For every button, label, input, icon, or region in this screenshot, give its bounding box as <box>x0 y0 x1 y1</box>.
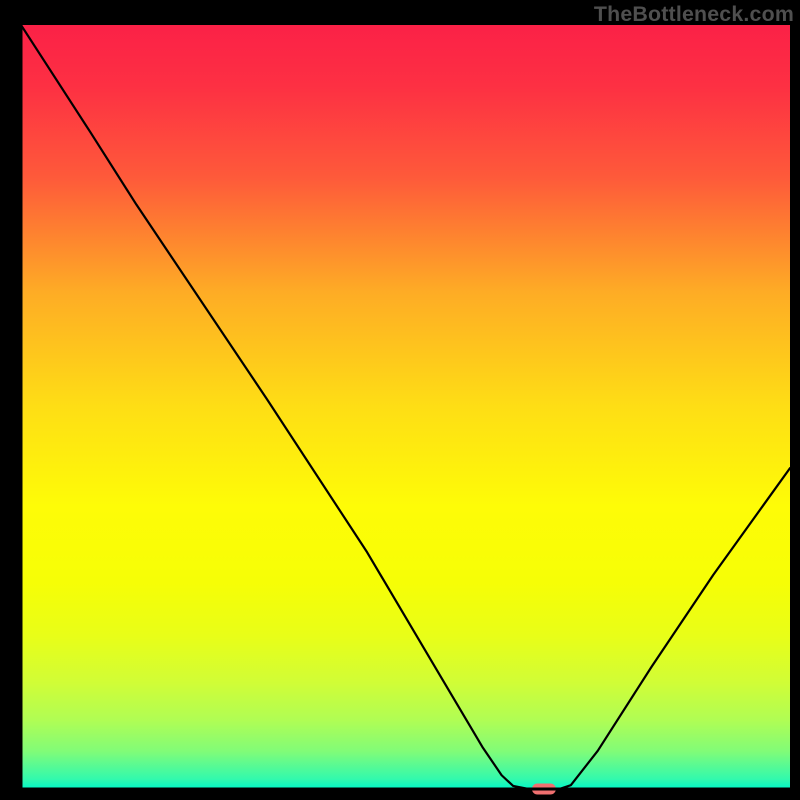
watermark-label: TheBottleneck.com <box>594 2 794 27</box>
bottleneck-curve-chart <box>0 0 800 800</box>
plot-background-gradient <box>21 25 790 789</box>
chart-frame: TheBottleneck.com <box>0 0 800 800</box>
